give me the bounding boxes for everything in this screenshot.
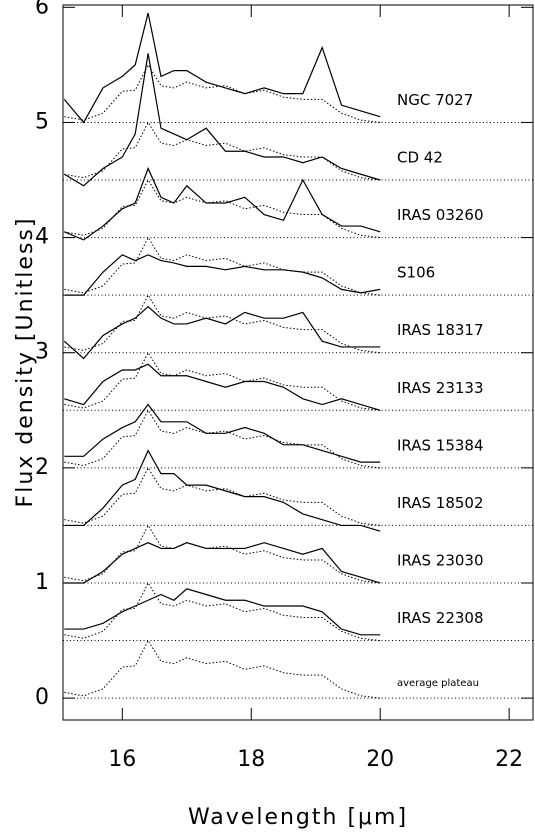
spectrum xyxy=(63,305,381,360)
series-label: IRAS 15384 xyxy=(397,436,484,454)
x-tick-label: 16 xyxy=(108,747,136,772)
plateau-overlay xyxy=(64,409,381,469)
plateau-overlay xyxy=(64,63,381,123)
series-label: IRAS 18317 xyxy=(397,321,484,339)
y-tick-label: 3 xyxy=(35,340,49,365)
spectrum xyxy=(64,403,381,463)
spectrum xyxy=(64,363,381,411)
spectrum xyxy=(64,542,381,584)
spectrum xyxy=(64,588,381,636)
x-tick-label: 20 xyxy=(366,747,394,772)
series-label: IRAS 18502 xyxy=(397,494,484,512)
y-tick-label: 0 xyxy=(35,685,49,710)
series-label: NGC 7027 xyxy=(397,91,473,109)
spectrum xyxy=(64,254,381,296)
series-label: IRAS 22308 xyxy=(397,609,484,627)
plateau-overlay xyxy=(64,178,381,239)
spectrum xyxy=(63,53,381,187)
series-label: IRAS 23133 xyxy=(397,379,484,397)
plateau-overlay xyxy=(64,581,381,642)
spectrum xyxy=(64,449,381,532)
plateau-overlay xyxy=(64,466,381,526)
spectrum xyxy=(64,639,381,699)
series-label: IRAS 23030 xyxy=(397,551,484,569)
plot-frame xyxy=(62,4,534,721)
y-tick-label: 1 xyxy=(35,570,49,595)
series-label: average plateau xyxy=(397,678,479,689)
series-label: CD 42 xyxy=(397,149,443,167)
series-label: S106 xyxy=(397,264,435,282)
plateau-overlay xyxy=(64,236,381,296)
y-tick-label: 4 xyxy=(35,225,49,250)
x-tick-label: 18 xyxy=(237,747,265,772)
x-axis-label: Wavelength [μm] xyxy=(188,805,408,830)
series-label: IRAS 03260 xyxy=(397,206,484,224)
spectrum xyxy=(63,12,381,124)
spectrum xyxy=(64,166,381,241)
plateau-overlay xyxy=(64,351,381,411)
x-tick-label: 22 xyxy=(495,747,523,772)
y-tick-label: 6 xyxy=(35,0,49,19)
y-axis-label: Flux density [Unitless] xyxy=(13,217,38,508)
plateau-overlay xyxy=(64,524,381,584)
y-tick-label: 5 xyxy=(35,109,49,134)
y-tick-label: 2 xyxy=(35,455,49,480)
plateau-overlay xyxy=(64,121,381,181)
